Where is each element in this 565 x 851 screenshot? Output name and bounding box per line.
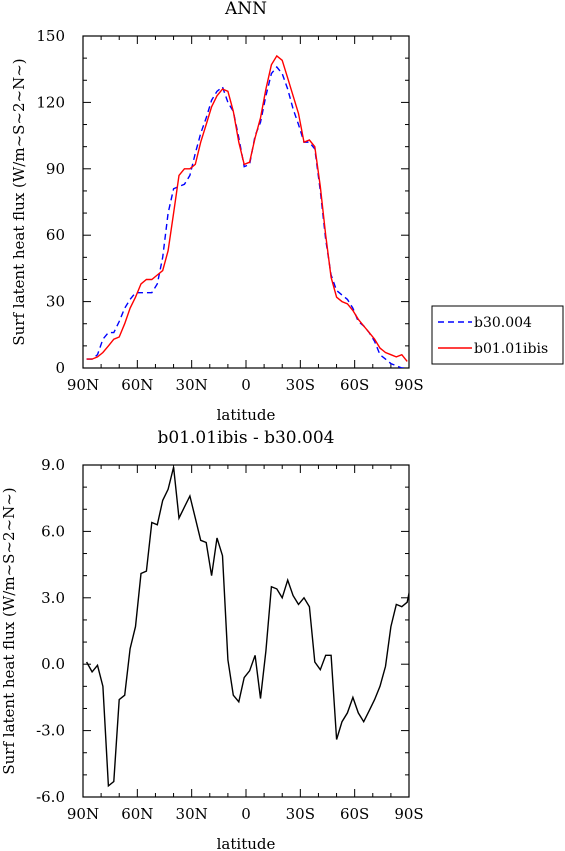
x-tick-label: 30N: [176, 805, 208, 823]
series-line-difference: [85, 467, 409, 788]
x-tick-label: 0: [241, 805, 251, 823]
y-tick-label: 0.0: [41, 655, 65, 673]
y-tick-label: 150: [36, 27, 65, 45]
x-tick-label: 90N: [67, 376, 99, 394]
x-axis-title: latitude: [217, 835, 276, 851]
chart-title: ANN: [224, 0, 267, 19]
chart-title: b01.01ibis - b30.004: [158, 428, 335, 448]
x-tick-label: 60S: [340, 805, 369, 823]
series-line-b01-01ibis: [86, 54, 408, 362]
x-tick-label: 0: [241, 376, 251, 394]
y-tick-label: -3.0: [36, 722, 65, 740]
y-tick-label: 3.0: [41, 589, 65, 607]
y-axis-title: Surf latent heat flux (W/m~S~2~N~): [0, 487, 18, 774]
y-tick-label: -6.0: [36, 788, 65, 806]
x-tick-label: 30S: [286, 805, 315, 823]
plot-frame: [82, 464, 410, 798]
x-tick-label: 90S: [394, 805, 423, 823]
x-axis-title: latitude: [217, 406, 276, 424]
chart-annual-latent-heat-flux: 90N 60N 30N 0 30S 60S 90S 0 30 60 90 120 150 ANN latit…: [10, 0, 424, 424]
x-tick-label: 30N: [176, 376, 208, 394]
y-tick-label: 9.0: [41, 456, 65, 474]
legend: b30.004 b01.01ibis: [431, 305, 564, 365]
x-tick-label: 60N: [121, 376, 153, 394]
x-tick-label: 60S: [340, 376, 369, 394]
legend-label: b30.004: [474, 315, 532, 331]
plot-frame: [82, 35, 410, 369]
y-tick-label: 6.0: [41, 522, 65, 540]
y-tick-label: 60: [46, 226, 65, 244]
legend-label: b01.01ibis: [474, 341, 548, 357]
legend-box: [431, 305, 564, 365]
chart-difference-latent-heat-flux: 90N 60N 30N 0 30S 60S 90S -6.0 -3.0 0.0 3.0 6.0 9.0 b…: [0, 428, 424, 851]
x-tick-label: 90S: [394, 376, 423, 394]
y-tick-label: 120: [36, 93, 65, 111]
x-tick-label: 30S: [286, 376, 315, 394]
x-tick-label: 90N: [67, 805, 99, 823]
x-tick-label: 60N: [121, 805, 153, 823]
y-tick-label: 30: [46, 293, 65, 311]
series-line-b30-004: [86, 65, 408, 368]
y-axis-title: Surf latent heat flux (W/m~S~2~N~): [10, 58, 28, 345]
y-tick-label: 90: [46, 160, 65, 178]
y-tick-label: 0: [55, 359, 65, 377]
